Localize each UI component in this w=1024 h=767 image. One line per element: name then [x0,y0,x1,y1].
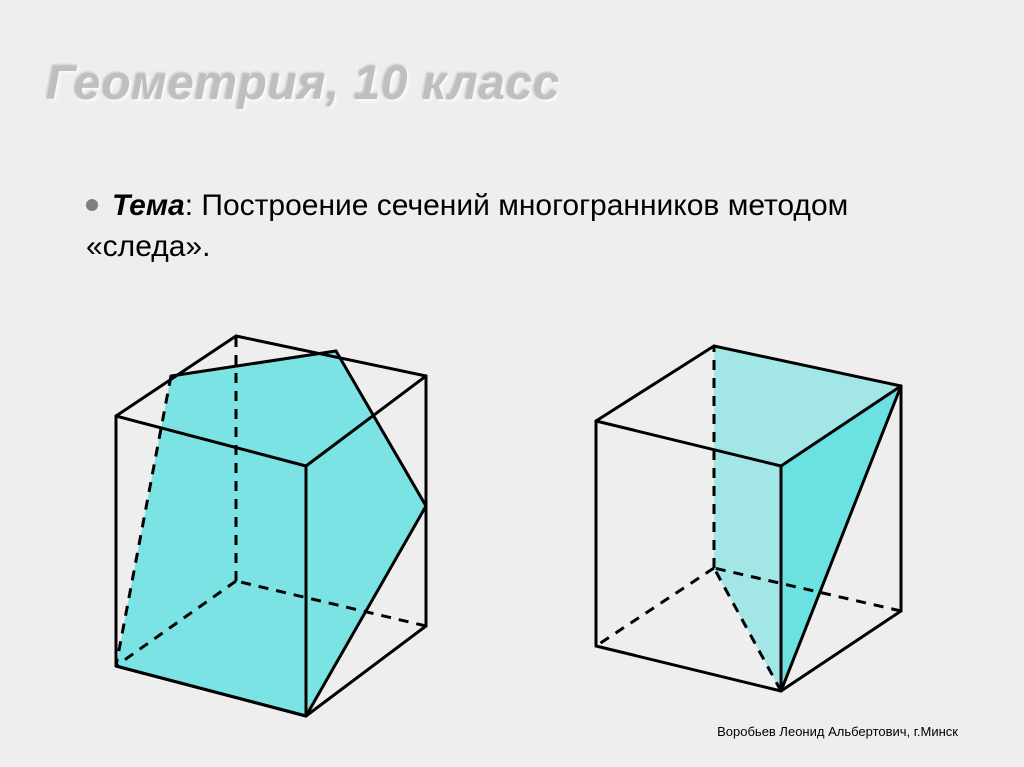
slide-title: Геометрия, 10 класс [46,56,560,111]
footer-text: Воробьев Леонид Альбертович, г.Минск [717,724,958,739]
figures-area [6,306,1018,726]
slide-body: Тема: Построение сечений многогранников … [86,186,886,267]
bullet-icon [86,199,98,211]
left-cube-figure [46,296,486,726]
topic-text: : Построение сечений многогранников мето… [86,189,848,263]
slide: Геометрия, 10 класс Тема: Построение сеч… [6,6,1018,761]
topic-label: Тема [112,189,185,222]
right-cube-figure [536,316,956,716]
